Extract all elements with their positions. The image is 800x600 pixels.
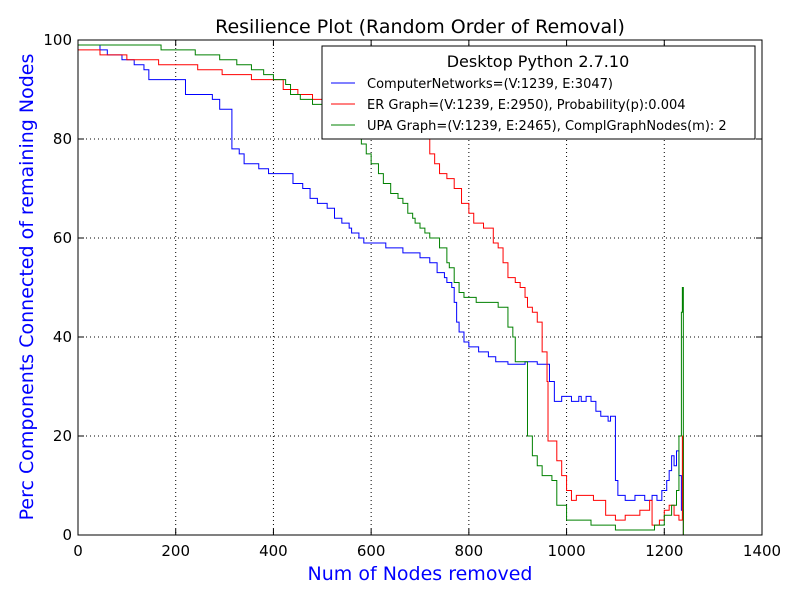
- x-axis-label: Num of Nodes removed: [308, 563, 533, 585]
- series-line-1: [78, 49, 684, 535]
- y-tick-label: 60: [53, 229, 72, 247]
- y-axis-label: Perc Components Connected of remaining N…: [16, 54, 38, 521]
- x-tick-label: 0: [73, 542, 83, 560]
- legend: Desktop Python 2.7.10 ComputerNetworks=(…: [321, 45, 756, 140]
- x-tick-label: 200: [161, 542, 190, 560]
- x-tick-label: 400: [259, 542, 288, 560]
- chart-title: Resilience Plot (Random Order of Removal…: [215, 16, 625, 38]
- legend-label-0: ComputerNetworks=(V:1239, E:3047): [367, 77, 613, 92]
- y-tick-label: 40: [53, 328, 72, 346]
- legend-title: Desktop Python 2.7.10: [447, 52, 630, 71]
- grid: [78, 40, 762, 535]
- y-tick-label: 100: [43, 31, 72, 49]
- series-line-2: [78, 44, 684, 535]
- x-tick-label: 1200: [645, 542, 683, 560]
- y-tick-label: 80: [53, 130, 72, 148]
- x-tick-label: 600: [357, 542, 386, 560]
- legend-box: [321, 45, 756, 140]
- x-tick-label: 1400: [743, 542, 781, 560]
- ticks: [77, 39, 763, 536]
- y-tick-label: 0: [62, 526, 72, 544]
- x-tick-label: 800: [455, 542, 484, 560]
- plot-frame: [77, 39, 763, 536]
- x-tick-label: 1000: [547, 542, 585, 560]
- series-group: [78, 44, 684, 535]
- legend-label-1: ER Graph=(V:1239, E:2950), Probability(p…: [367, 98, 686, 113]
- legend-items: ComputerNetworks=(V:1239, E:3047) ER Grap…: [331, 77, 727, 134]
- legend-label-2: UPA Graph=(V:1239, E:2465), ComplGraphNo…: [367, 119, 727, 134]
- series-line-0: [78, 44, 684, 535]
- y-tick-label: 20: [53, 427, 72, 445]
